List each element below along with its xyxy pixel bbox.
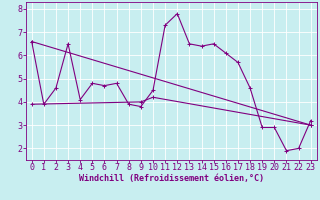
X-axis label: Windchill (Refroidissement éolien,°C): Windchill (Refroidissement éolien,°C) [79,174,264,183]
